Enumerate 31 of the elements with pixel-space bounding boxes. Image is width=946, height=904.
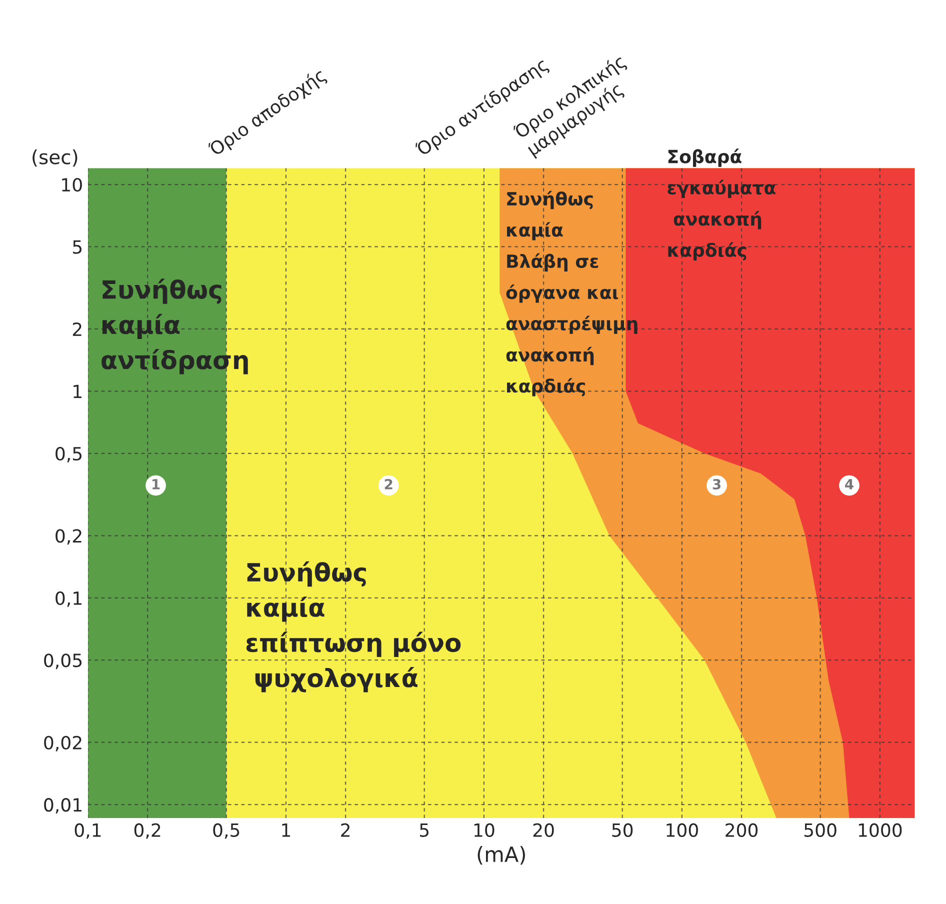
x-tick-label: 100 <box>666 823 698 837</box>
annotation: 4 <box>845 479 854 490</box>
x-tick-label: 5 <box>420 824 429 837</box>
x-tick-label: 1 <box>282 824 290 837</box>
y-tick-label: 0,1 <box>56 591 82 607</box>
x-tick-label: 1000 <box>858 823 902 837</box>
x-tick-label: 0,5 <box>213 823 240 839</box>
annotation: 3 <box>712 478 721 490</box>
y-tick-label: 0,5 <box>56 446 82 462</box>
y-tick-label: 1 <box>74 384 82 398</box>
y-tick-label: 10 <box>62 178 82 192</box>
y-tick-label: 5 <box>73 240 82 254</box>
x-axis-title: (mA) <box>478 846 525 865</box>
x-tick-label: 2 <box>341 823 350 837</box>
annotation: Συνήθως καμία επίπτωση μόνο ψυχολογικά <box>246 561 461 692</box>
x-tick-label: 50 <box>612 823 633 837</box>
annotation: Συνήθως καμία Βλάβη σε όργανα και αναστρέψιμη ανακοπή καρδιάς <box>506 190 638 396</box>
x-tick-label: 20 <box>533 823 554 837</box>
y-tick-label: 0,05 <box>44 654 82 670</box>
annotation: 1 <box>152 479 160 490</box>
y-tick-label: 0,02 <box>44 736 82 752</box>
y-tick-label: 2 <box>72 322 82 336</box>
y-tick-label: 0,01 <box>44 798 82 814</box>
x-tick-label: 200 <box>726 823 758 837</box>
x-tick-label: 10 <box>474 823 494 837</box>
x-tick-label: 0,2 <box>134 823 160 839</box>
x-tick-label: 500 <box>804 823 836 837</box>
annotation: 2 <box>384 478 392 490</box>
y-tick-label: 0,2 <box>56 529 82 545</box>
y-axis-title: (sec) <box>32 149 78 167</box>
annotation: Σοβαρά εγκαύματα ανακοπή καρδιάς <box>668 148 776 260</box>
